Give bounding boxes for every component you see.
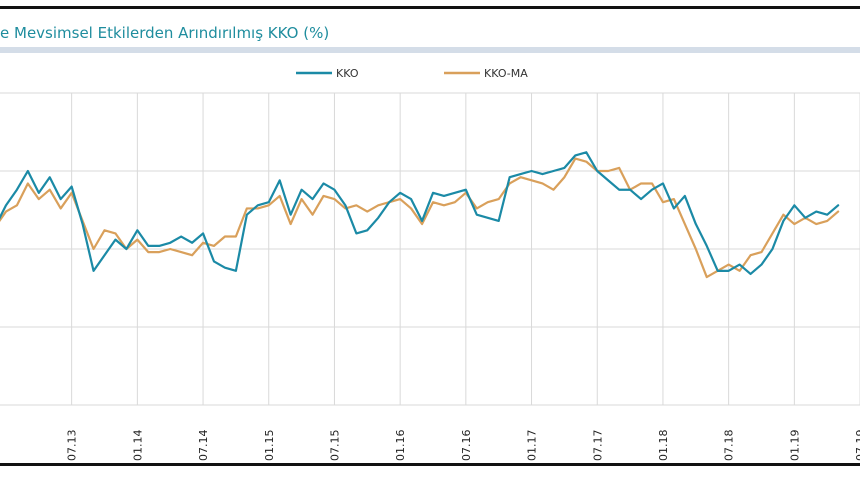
line-chart: 07.13 01.14 07.14 01.15 07.15 01.16 07.16 01.17… xyxy=(0,67,860,462)
x-tick-label: 01.18 xyxy=(657,430,670,462)
x-tick-label: 07.14 xyxy=(197,430,210,462)
legend-label-kko-ma: KKO-MA xyxy=(484,67,528,80)
chart-title: e Mevsimsel Etkilerden Arındırılmış KKO … xyxy=(0,24,330,42)
x-tick-label: 01.19 xyxy=(788,430,801,462)
x-tick-label: 07.18 xyxy=(723,430,736,462)
title-underline xyxy=(0,47,860,53)
x-tick-label: 07.13 xyxy=(66,430,79,462)
series-line-kko xyxy=(0,151,840,276)
legend-label-kko: KKO xyxy=(336,67,359,80)
x-tick-label: 01.14 xyxy=(131,430,144,462)
x-tick-label: 01.17 xyxy=(526,430,539,462)
x-tick-label: 07.17 xyxy=(591,430,604,462)
x-tick-label: 01.15 xyxy=(263,430,276,462)
series-line-kko-ma xyxy=(0,157,840,279)
x-tick-label: 01.16 xyxy=(394,430,407,462)
x-tick-label: 07.15 xyxy=(328,430,341,462)
chart-frame: e Mevsimsel Etkilerden Arındırılmış KKO … xyxy=(0,6,860,466)
x-tick-label: 07.16 xyxy=(460,430,473,462)
x-tick-label: 07.19 xyxy=(854,430,860,462)
